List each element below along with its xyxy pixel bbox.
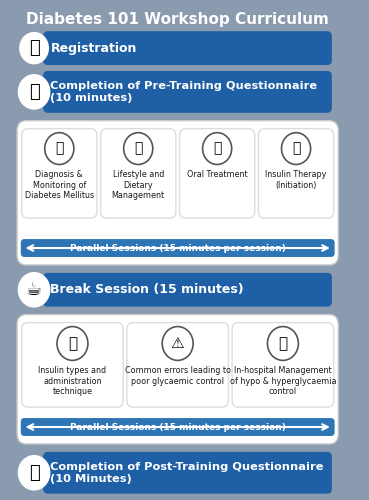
Text: 🏃: 🏃: [134, 142, 142, 156]
Circle shape: [57, 326, 88, 360]
Text: Lifestyle and
Dietary
Management: Lifestyle and Dietary Management: [112, 170, 165, 200]
Text: In-hospital Management
of hypo & hyperglycaemia
control: In-hospital Management of hypo & hypergl…: [230, 366, 336, 396]
FancyBboxPatch shape: [21, 418, 335, 436]
FancyBboxPatch shape: [43, 273, 332, 306]
Circle shape: [18, 456, 50, 490]
FancyBboxPatch shape: [21, 239, 335, 257]
FancyBboxPatch shape: [22, 128, 97, 218]
Text: Diagnosis &
Monitoring of
Diabetes Mellitus: Diagnosis & Monitoring of Diabetes Melli…: [25, 170, 94, 200]
FancyBboxPatch shape: [258, 128, 334, 218]
Text: Oral Treatment: Oral Treatment: [187, 170, 248, 179]
FancyBboxPatch shape: [179, 128, 255, 218]
Text: 📋: 📋: [29, 83, 39, 101]
FancyBboxPatch shape: [17, 120, 338, 265]
Circle shape: [268, 326, 299, 360]
Text: Common errors leading to
poor glycaemic control: Common errors leading to poor glycaemic …: [125, 366, 231, 386]
Text: Completion of Post-Training Questionnaire
(10 Minutes): Completion of Post-Training Questionnair…: [51, 462, 324, 484]
Text: 💉: 💉: [292, 142, 300, 156]
Text: 🏥: 🏥: [278, 336, 287, 351]
Text: 📊: 📊: [55, 142, 63, 156]
Circle shape: [18, 75, 50, 109]
FancyBboxPatch shape: [43, 452, 332, 494]
Text: Break Session (15 minutes): Break Session (15 minutes): [51, 284, 244, 296]
Text: Insulin types and
administration
technique: Insulin types and administration techniq…: [38, 366, 107, 396]
Text: 💊: 💊: [213, 142, 221, 156]
Text: Parallel Sessions (15 minutes per session): Parallel Sessions (15 minutes per sessio…: [70, 422, 286, 432]
Circle shape: [18, 272, 50, 307]
Text: Completion of Pre-Training Questionnaire
(10 minutes): Completion of Pre-Training Questionnaire…: [51, 80, 318, 103]
Text: ☕: ☕: [26, 281, 42, 299]
Circle shape: [45, 132, 74, 164]
FancyBboxPatch shape: [101, 128, 176, 218]
FancyBboxPatch shape: [17, 314, 338, 444]
Circle shape: [282, 132, 311, 164]
Text: Registration: Registration: [51, 42, 137, 54]
Text: 📋: 📋: [29, 464, 39, 482]
Text: Parallel Sessions (15 minutes per session): Parallel Sessions (15 minutes per sessio…: [70, 244, 286, 252]
FancyBboxPatch shape: [43, 31, 332, 65]
Circle shape: [20, 32, 48, 64]
FancyBboxPatch shape: [43, 71, 332, 113]
Circle shape: [124, 132, 153, 164]
Text: 🧑: 🧑: [29, 39, 39, 57]
Text: 💉: 💉: [68, 336, 77, 351]
FancyBboxPatch shape: [127, 322, 228, 407]
Circle shape: [162, 326, 193, 360]
Text: Diabetes 101 Workshop Curriculum: Diabetes 101 Workshop Curriculum: [26, 12, 329, 27]
FancyBboxPatch shape: [232, 322, 334, 407]
FancyBboxPatch shape: [22, 322, 123, 407]
Text: ⚠️: ⚠️: [171, 336, 184, 351]
Circle shape: [203, 132, 232, 164]
Text: Insulin Therapy
(Initiation): Insulin Therapy (Initiation): [265, 170, 327, 190]
